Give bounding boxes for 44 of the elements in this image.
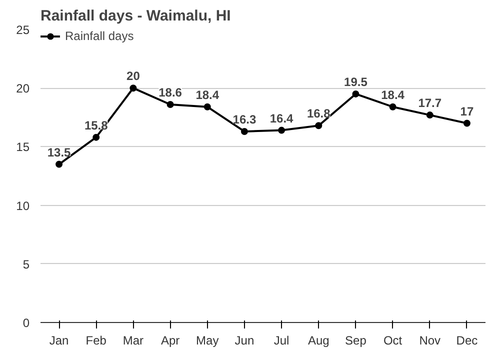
y-tick-label: 20 <box>16 82 30 96</box>
x-tick-label: Jun <box>234 334 254 348</box>
x-tick-label: Jan <box>49 334 69 348</box>
point <box>315 122 322 130</box>
x-tick-label: Oct <box>383 334 403 348</box>
point <box>166 101 174 108</box>
x-tick-label: Nov <box>419 334 441 348</box>
data-label: 16.8 <box>306 106 331 121</box>
point <box>130 84 137 92</box>
y-tick-label: 0 <box>22 316 30 330</box>
data-label: 17.7 <box>418 96 442 110</box>
x-tick-label: Apr <box>160 334 180 348</box>
point <box>352 90 360 98</box>
data-label: 19.5 <box>344 74 368 89</box>
data-label: 18.4 <box>196 88 220 102</box>
y-tick-label: 15 <box>16 140 30 154</box>
y-tick-label: 10 <box>16 198 30 213</box>
x-tick-label: Sep <box>345 334 367 348</box>
x-tick-label: Feb <box>86 334 107 348</box>
data-label: 16.3 <box>232 112 256 126</box>
point <box>463 120 470 127</box>
data-label: 17 <box>460 104 474 118</box>
data-label: 13.5 <box>47 145 72 160</box>
data-label: 20 <box>126 69 140 84</box>
point <box>278 126 286 134</box>
point <box>204 103 211 110</box>
data-label: 15.8 <box>84 118 108 132</box>
x-tick-label: Mar <box>122 334 144 348</box>
y-tick-label: 5 <box>22 257 30 272</box>
data-label: 18.4 <box>381 88 405 102</box>
x-tick-label: Aug <box>308 334 330 348</box>
point <box>426 112 434 119</box>
x-tick-label: Dec <box>456 334 478 348</box>
chart-title: Rainfall days - Waimalu, HI <box>40 8 231 24</box>
x-tick-label: May <box>196 334 219 348</box>
legend-label: Rainfall days <box>65 29 134 43</box>
point <box>92 134 100 141</box>
data-label: 18.6 <box>158 86 182 100</box>
x-tick-label: Jul <box>274 334 290 348</box>
point <box>240 128 248 135</box>
y-tick-label: 25 <box>16 23 30 37</box>
data-label: 16.4 <box>270 111 294 126</box>
point <box>56 160 63 168</box>
point <box>389 103 396 110</box>
